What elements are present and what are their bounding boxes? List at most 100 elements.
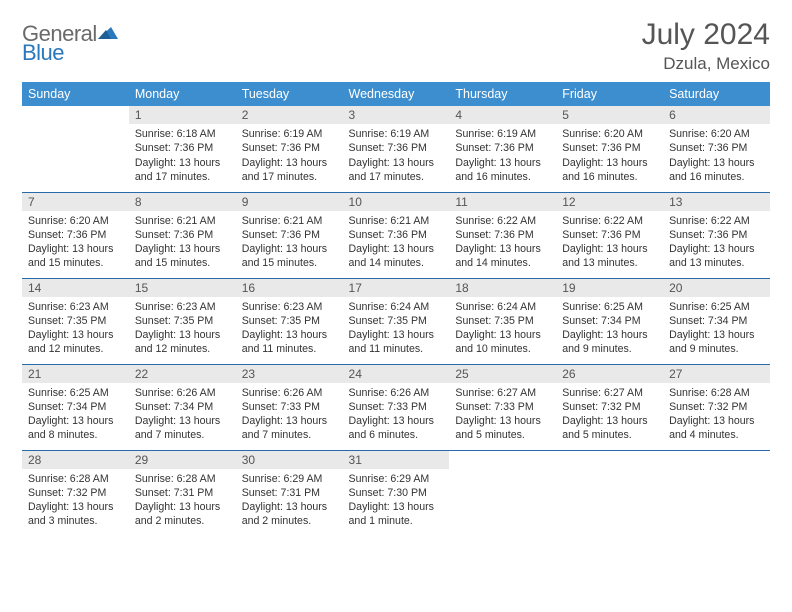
- calendar-cell: 12Sunrise: 6:22 AMSunset: 7:36 PMDayligh…: [556, 192, 663, 278]
- day-details: Sunrise: 6:27 AMSunset: 7:32 PMDaylight:…: [556, 383, 663, 447]
- calendar-table: SundayMondayTuesdayWednesdayThursdayFrid…: [22, 82, 770, 536]
- calendar-cell: 8Sunrise: 6:21 AMSunset: 7:36 PMDaylight…: [129, 192, 236, 278]
- day-details: Sunrise: 6:23 AMSunset: 7:35 PMDaylight:…: [129, 297, 236, 361]
- day-number: 30: [236, 451, 343, 469]
- calendar-cell: 22Sunrise: 6:26 AMSunset: 7:34 PMDayligh…: [129, 364, 236, 450]
- day-number: 14: [22, 279, 129, 297]
- calendar-cell: 26Sunrise: 6:27 AMSunset: 7:32 PMDayligh…: [556, 364, 663, 450]
- calendar-header-row: SundayMondayTuesdayWednesdayThursdayFrid…: [22, 82, 770, 106]
- day-number: 13: [663, 193, 770, 211]
- day-number: 8: [129, 193, 236, 211]
- day-number: 19: [556, 279, 663, 297]
- day-details: Sunrise: 6:24 AMSunset: 7:35 PMDaylight:…: [449, 297, 556, 361]
- day-details: Sunrise: 6:26 AMSunset: 7:34 PMDaylight:…: [129, 383, 236, 447]
- day-details: Sunrise: 6:27 AMSunset: 7:33 PMDaylight:…: [449, 383, 556, 447]
- day-number: 10: [343, 193, 450, 211]
- weekday-header: Monday: [129, 82, 236, 106]
- location: Dzula, Mexico: [642, 54, 770, 74]
- day-details: Sunrise: 6:19 AMSunset: 7:36 PMDaylight:…: [236, 124, 343, 188]
- calendar-cell: 13Sunrise: 6:22 AMSunset: 7:36 PMDayligh…: [663, 192, 770, 278]
- calendar-week-row: 1Sunrise: 6:18 AMSunset: 7:36 PMDaylight…: [22, 106, 770, 192]
- weekday-header: Tuesday: [236, 82, 343, 106]
- calendar-cell-empty: [663, 450, 770, 536]
- day-number: 15: [129, 279, 236, 297]
- calendar-cell: 29Sunrise: 6:28 AMSunset: 7:31 PMDayligh…: [129, 450, 236, 536]
- day-details: Sunrise: 6:21 AMSunset: 7:36 PMDaylight:…: [343, 211, 450, 275]
- day-number: 21: [22, 365, 129, 383]
- day-number: 12: [556, 193, 663, 211]
- calendar-cell-empty: [449, 450, 556, 536]
- brand-triangle-icon: [98, 26, 118, 43]
- day-details: Sunrise: 6:29 AMSunset: 7:31 PMDaylight:…: [236, 469, 343, 533]
- calendar-week-row: 7Sunrise: 6:20 AMSunset: 7:36 PMDaylight…: [22, 192, 770, 278]
- day-details: Sunrise: 6:24 AMSunset: 7:35 PMDaylight:…: [343, 297, 450, 361]
- calendar-cell: 31Sunrise: 6:29 AMSunset: 7:30 PMDayligh…: [343, 450, 450, 536]
- calendar-cell: 24Sunrise: 6:26 AMSunset: 7:33 PMDayligh…: [343, 364, 450, 450]
- calendar-cell: 4Sunrise: 6:19 AMSunset: 7:36 PMDaylight…: [449, 106, 556, 192]
- calendar-cell: 11Sunrise: 6:22 AMSunset: 7:36 PMDayligh…: [449, 192, 556, 278]
- day-number: 31: [343, 451, 450, 469]
- calendar-cell: 19Sunrise: 6:25 AMSunset: 7:34 PMDayligh…: [556, 278, 663, 364]
- day-details: Sunrise: 6:26 AMSunset: 7:33 PMDaylight:…: [343, 383, 450, 447]
- calendar-cell: 23Sunrise: 6:26 AMSunset: 7:33 PMDayligh…: [236, 364, 343, 450]
- day-details: Sunrise: 6:20 AMSunset: 7:36 PMDaylight:…: [663, 124, 770, 188]
- day-details: Sunrise: 6:28 AMSunset: 7:32 PMDaylight:…: [663, 383, 770, 447]
- calendar-cell: 25Sunrise: 6:27 AMSunset: 7:33 PMDayligh…: [449, 364, 556, 450]
- calendar-week-row: 28Sunrise: 6:28 AMSunset: 7:32 PMDayligh…: [22, 450, 770, 536]
- calendar-cell: 9Sunrise: 6:21 AMSunset: 7:36 PMDaylight…: [236, 192, 343, 278]
- calendar-cell: 7Sunrise: 6:20 AMSunset: 7:36 PMDaylight…: [22, 192, 129, 278]
- title-block: July 2024 Dzula, Mexico: [642, 18, 770, 74]
- day-number: 23: [236, 365, 343, 383]
- calendar-week-row: 21Sunrise: 6:25 AMSunset: 7:34 PMDayligh…: [22, 364, 770, 450]
- day-details: Sunrise: 6:28 AMSunset: 7:32 PMDaylight:…: [22, 469, 129, 533]
- weekday-header: Wednesday: [343, 82, 450, 106]
- day-details: Sunrise: 6:22 AMSunset: 7:36 PMDaylight:…: [449, 211, 556, 275]
- calendar-cell: 20Sunrise: 6:25 AMSunset: 7:34 PMDayligh…: [663, 278, 770, 364]
- calendar-cell: 10Sunrise: 6:21 AMSunset: 7:36 PMDayligh…: [343, 192, 450, 278]
- day-number: 26: [556, 365, 663, 383]
- day-details: Sunrise: 6:25 AMSunset: 7:34 PMDaylight:…: [663, 297, 770, 361]
- day-number: 11: [449, 193, 556, 211]
- day-details: Sunrise: 6:20 AMSunset: 7:36 PMDaylight:…: [556, 124, 663, 188]
- day-number: 25: [449, 365, 556, 383]
- day-number: 4: [449, 106, 556, 124]
- calendar-week-row: 14Sunrise: 6:23 AMSunset: 7:35 PMDayligh…: [22, 278, 770, 364]
- brand-logo: GeneralBlue: [22, 18, 118, 64]
- day-details: Sunrise: 6:26 AMSunset: 7:33 PMDaylight:…: [236, 383, 343, 447]
- calendar-cell: 18Sunrise: 6:24 AMSunset: 7:35 PMDayligh…: [449, 278, 556, 364]
- calendar-cell: 1Sunrise: 6:18 AMSunset: 7:36 PMDaylight…: [129, 106, 236, 192]
- day-number: 29: [129, 451, 236, 469]
- day-details: Sunrise: 6:20 AMSunset: 7:36 PMDaylight:…: [22, 211, 129, 275]
- calendar-cell-empty: [556, 450, 663, 536]
- day-details: Sunrise: 6:19 AMSunset: 7:36 PMDaylight:…: [343, 124, 450, 188]
- calendar-cell: 15Sunrise: 6:23 AMSunset: 7:35 PMDayligh…: [129, 278, 236, 364]
- day-number: 28: [22, 451, 129, 469]
- calendar-cell: 3Sunrise: 6:19 AMSunset: 7:36 PMDaylight…: [343, 106, 450, 192]
- calendar-cell: 21Sunrise: 6:25 AMSunset: 7:34 PMDayligh…: [22, 364, 129, 450]
- calendar-cell: 16Sunrise: 6:23 AMSunset: 7:35 PMDayligh…: [236, 278, 343, 364]
- calendar-cell: 17Sunrise: 6:24 AMSunset: 7:35 PMDayligh…: [343, 278, 450, 364]
- day-details: Sunrise: 6:22 AMSunset: 7:36 PMDaylight:…: [663, 211, 770, 275]
- day-number: 24: [343, 365, 450, 383]
- day-details: Sunrise: 6:25 AMSunset: 7:34 PMDaylight:…: [22, 383, 129, 447]
- day-details: Sunrise: 6:18 AMSunset: 7:36 PMDaylight:…: [129, 124, 236, 188]
- weekday-header: Friday: [556, 82, 663, 106]
- day-number: 7: [22, 193, 129, 211]
- calendar-cell: 2Sunrise: 6:19 AMSunset: 7:36 PMDaylight…: [236, 106, 343, 192]
- weekday-header: Thursday: [449, 82, 556, 106]
- calendar-cell-empty: [22, 106, 129, 192]
- day-number: 3: [343, 106, 450, 124]
- day-details: Sunrise: 6:28 AMSunset: 7:31 PMDaylight:…: [129, 469, 236, 533]
- day-number: 20: [663, 279, 770, 297]
- calendar-cell: 6Sunrise: 6:20 AMSunset: 7:36 PMDaylight…: [663, 106, 770, 192]
- day-number: 22: [129, 365, 236, 383]
- calendar-cell: 27Sunrise: 6:28 AMSunset: 7:32 PMDayligh…: [663, 364, 770, 450]
- header: GeneralBlue July 2024 Dzula, Mexico: [22, 18, 770, 74]
- calendar-cell: 5Sunrise: 6:20 AMSunset: 7:36 PMDaylight…: [556, 106, 663, 192]
- brand-part2: Blue: [22, 43, 118, 64]
- day-number: 1: [129, 106, 236, 124]
- day-number: 17: [343, 279, 450, 297]
- day-number: 27: [663, 365, 770, 383]
- day-details: Sunrise: 6:23 AMSunset: 7:35 PMDaylight:…: [236, 297, 343, 361]
- month-title: July 2024: [642, 18, 770, 52]
